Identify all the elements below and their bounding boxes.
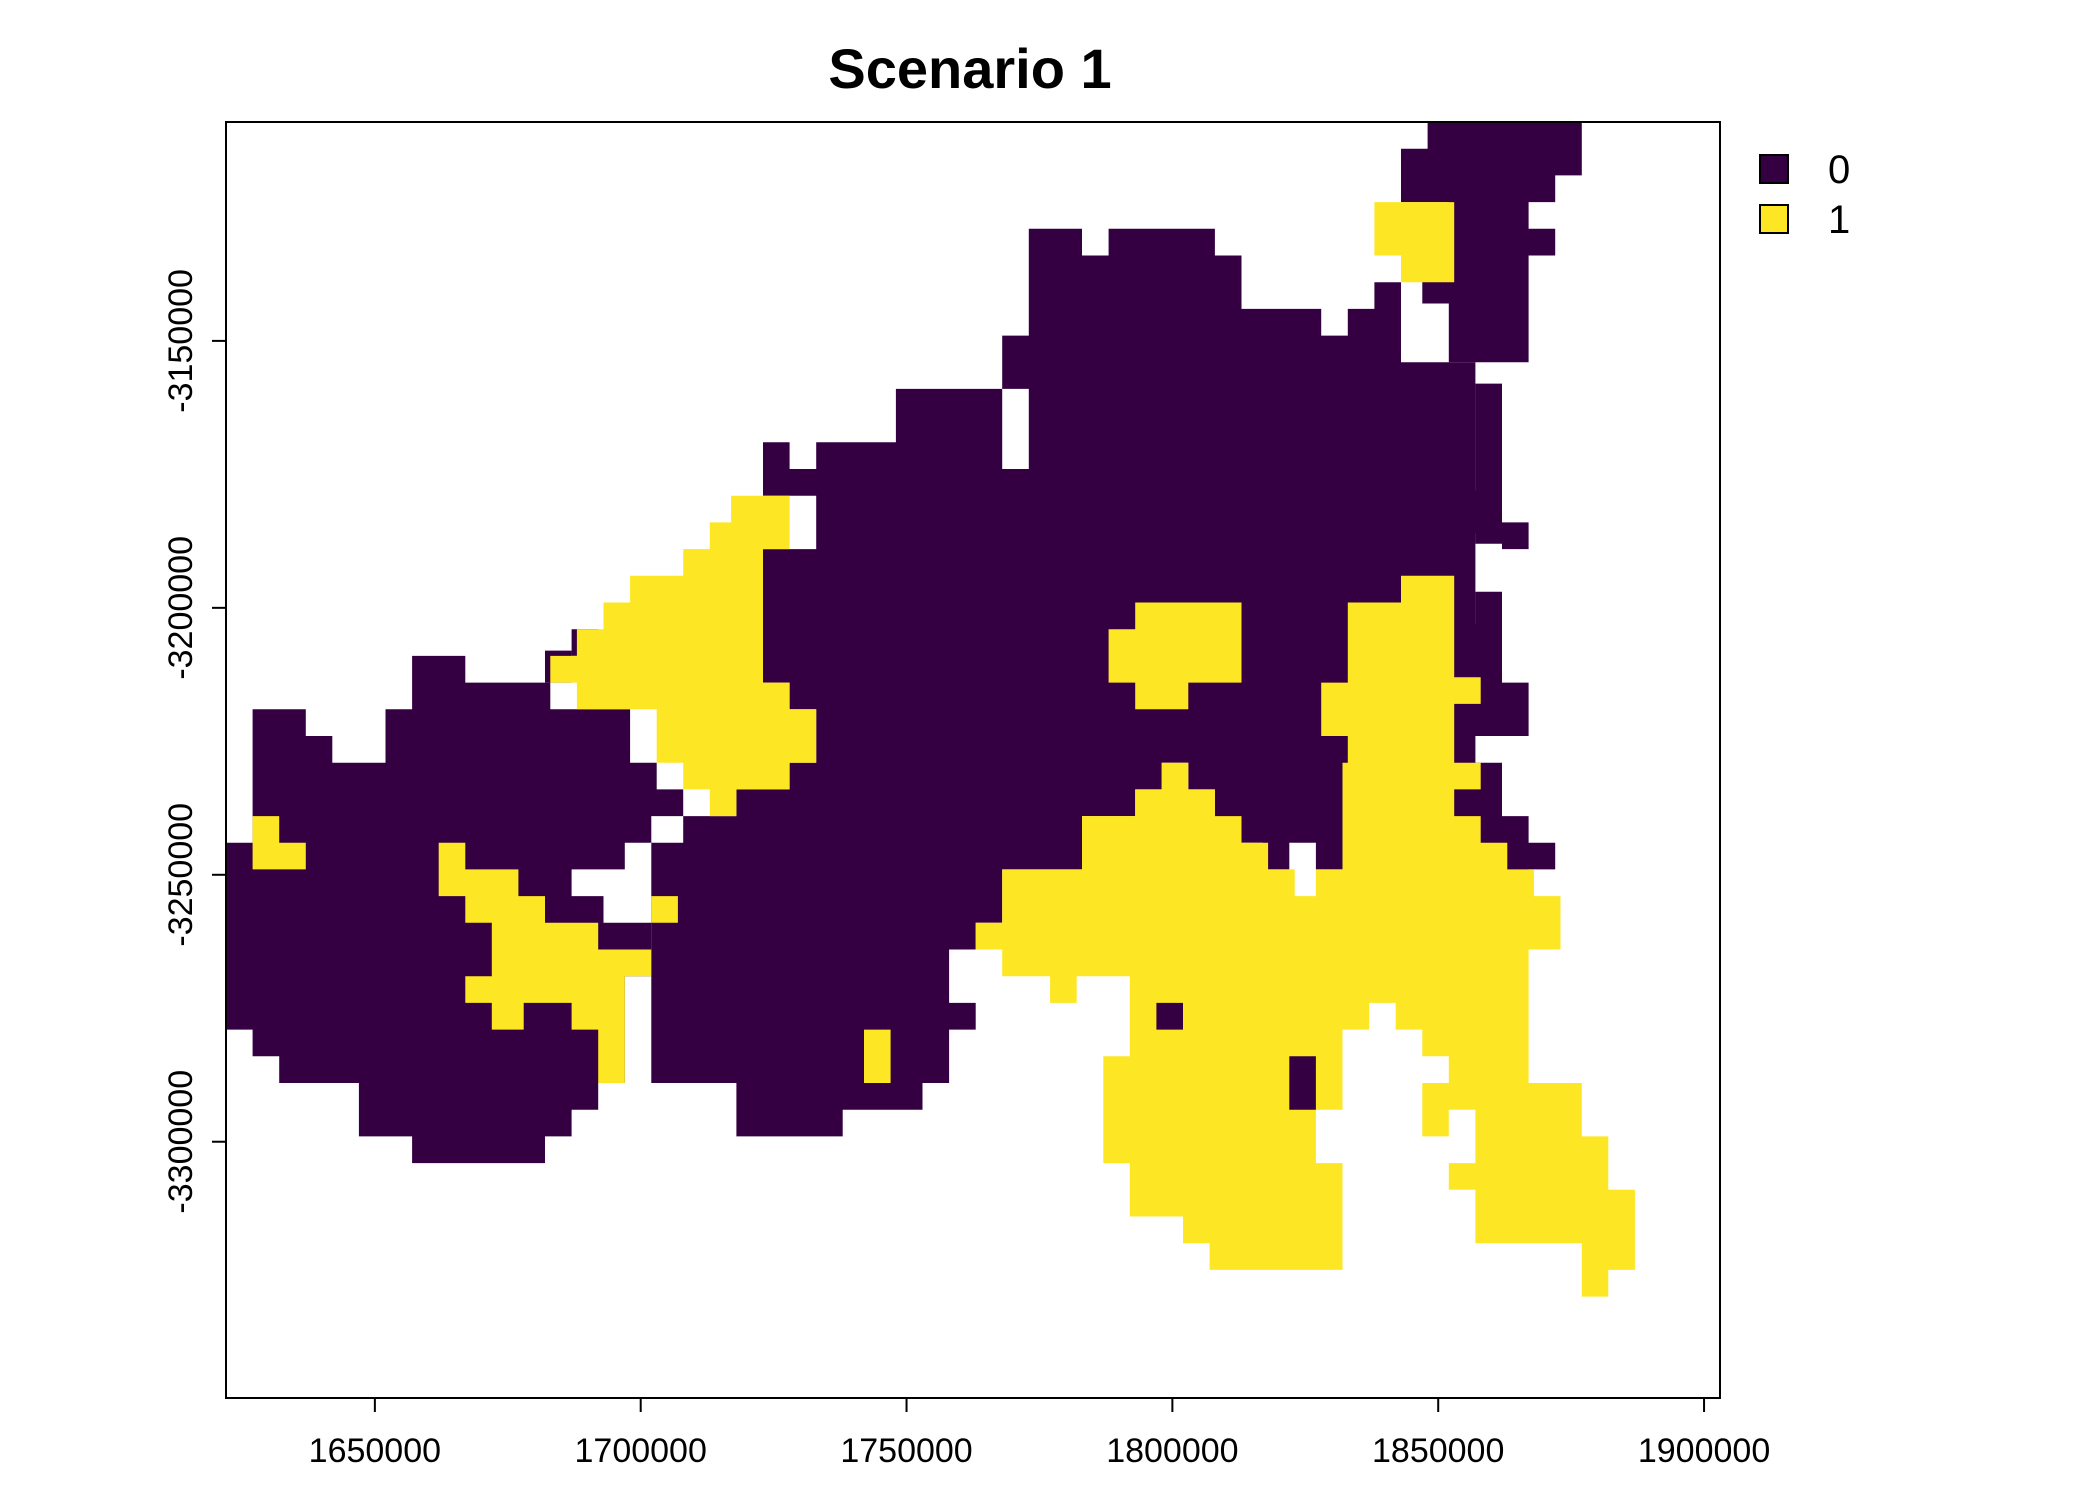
x-tick-label-4: 1850000 <box>1372 1432 1504 1470</box>
x-tick-label-5: 1900000 <box>1638 1432 1770 1470</box>
raster-region-class-0-1 <box>651 228 1556 1137</box>
raster-layer <box>226 122 1635 1297</box>
legend: 01 <box>1759 148 1850 242</box>
raster-region-class-1-7 <box>864 1029 891 1083</box>
raster-region-class-1-3 <box>975 575 1635 1297</box>
legend-swatch-1 <box>1759 204 1789 234</box>
plot-frame <box>225 121 1721 1399</box>
x-axis: 1650000 1700000 1750000 1800000 1850000 19000… <box>309 1398 1770 1470</box>
raster-region-class-1-6 <box>651 896 678 923</box>
raster-region-class-1-2 <box>1108 602 1242 710</box>
y-tick-label-3: -3300000 <box>162 1070 200 1214</box>
raster-region-class-1-1 <box>550 495 817 817</box>
raster-cell-class-0-0 <box>1156 1002 1183 1030</box>
x-tick-label-1: 1700000 <box>575 1432 707 1470</box>
legend-swatch-0 <box>1759 154 1789 184</box>
legend-label-0: 0 <box>1828 148 1850 192</box>
y-tick-label-2: -3250000 <box>162 803 200 947</box>
x-tick-label-3: 1800000 <box>1106 1432 1238 1470</box>
legend-label-1: 1 <box>1828 198 1850 242</box>
x-tick-label-2: 1750000 <box>840 1432 972 1470</box>
raster-region-class-1-0 <box>1374 202 1455 283</box>
raster-region-class-1-4 <box>438 842 652 1083</box>
y-tick-label-0: -3150000 <box>162 269 200 413</box>
y-axis: -3150000 -3200000 -3250000 -3300000 <box>162 269 226 1214</box>
raster-region-class-0-2 <box>226 655 684 1164</box>
raster-cell-class-0-1 <box>1289 1056 1316 1110</box>
raster-region-class-1-5 <box>252 816 306 870</box>
chart-title: Scenario 1 <box>828 37 1111 100</box>
x-tick-label-0: 1650000 <box>309 1432 441 1470</box>
y-tick-label-1: -3200000 <box>162 536 200 680</box>
